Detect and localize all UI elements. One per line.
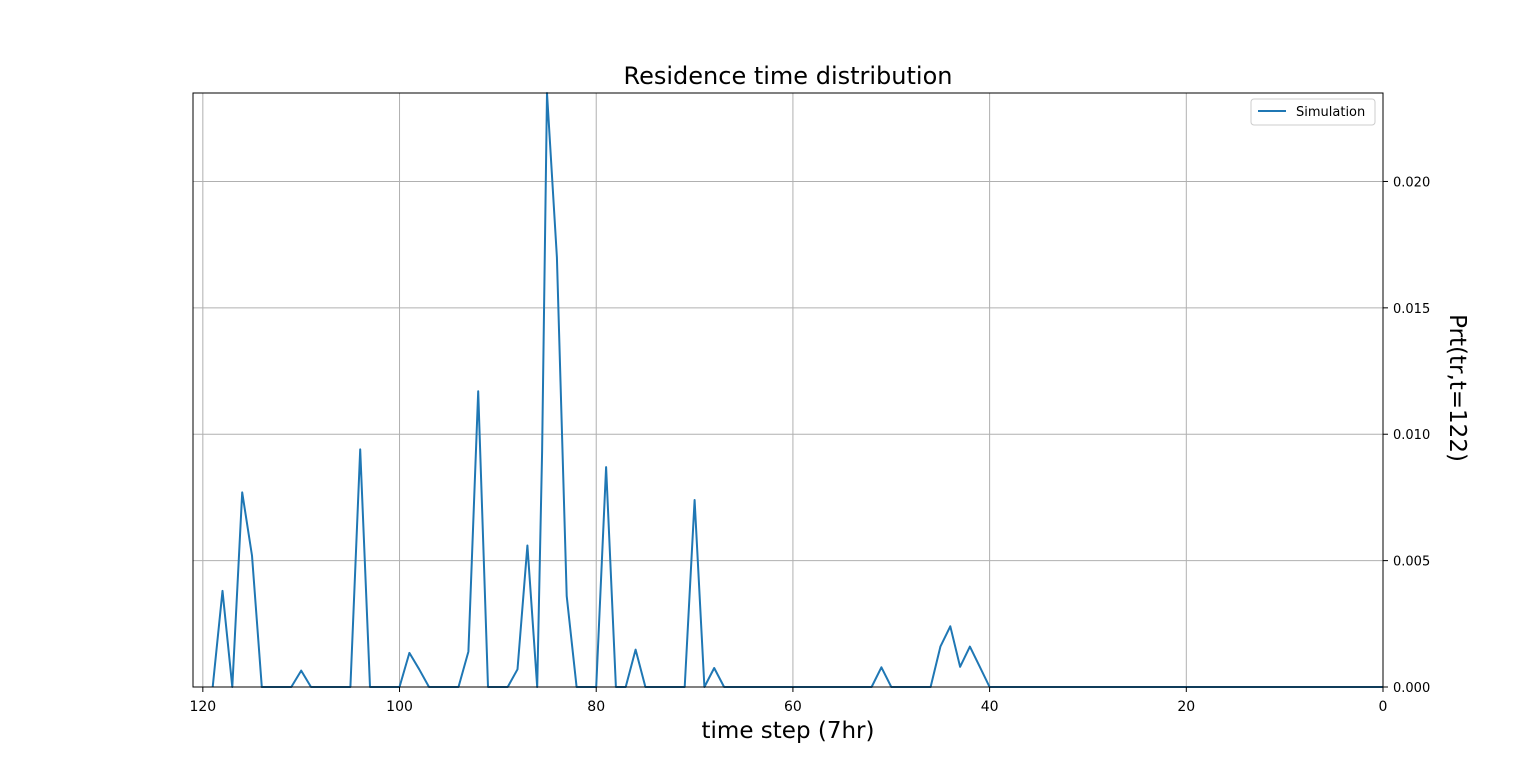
x-tick-label: 40	[981, 699, 999, 715]
x-tick-label: 80	[587, 699, 605, 715]
legend-label-simulation: Simulation	[1296, 105, 1365, 120]
y-tick-label: 0.020	[1393, 175, 1430, 190]
x-tick-label: 20	[1177, 699, 1195, 715]
y-tick-label: 0.005	[1393, 555, 1430, 570]
y-tick-label: 0.015	[1393, 302, 1430, 317]
x-axis-label: time step (7hr)	[702, 718, 875, 744]
x-axis: 120 100 80 60 40 20 0	[189, 687, 1387, 715]
plot-frame	[192, 92, 1384, 688]
legend-box	[1250, 98, 1376, 126]
y-tick-label: 0.000	[1393, 681, 1430, 696]
y-axis-label: Prt(tr,t=122)	[1444, 314, 1470, 462]
x-tick-label: 60	[784, 699, 802, 715]
chart-title: Residence time distribution	[624, 62, 953, 90]
x-tick-label: 0	[1379, 699, 1388, 715]
y-axis-right: 0.000 0.005 0.010 0.015 0.020	[1383, 175, 1430, 696]
x-tick-label: 100	[386, 699, 413, 715]
legend: Simulation	[1250, 98, 1376, 126]
y-tick-label: 0.010	[1393, 428, 1430, 443]
x-tick-label: 120	[189, 699, 216, 715]
